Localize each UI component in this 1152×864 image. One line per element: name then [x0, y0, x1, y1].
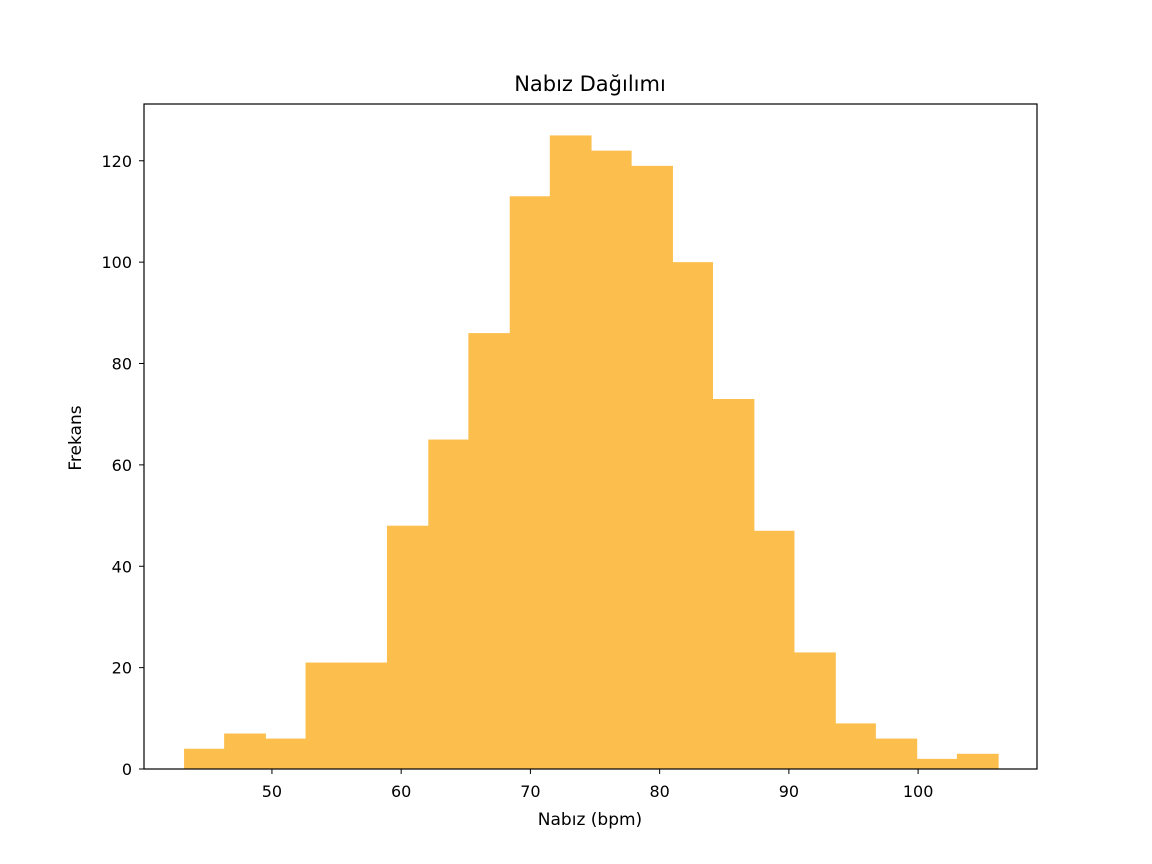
- x-axis-label: Nabız (bpm): [538, 810, 642, 830]
- x-tick-label: 50: [262, 782, 282, 801]
- x-tick-label: 60: [391, 782, 411, 801]
- y-tick-label: 20: [112, 659, 132, 678]
- histogram-bar: [712, 398, 755, 769]
- histogram-bar: [956, 753, 999, 769]
- histogram-bar: [265, 738, 306, 769]
- y-tick-label: 80: [112, 355, 132, 374]
- plot-frame: [143, 103, 1038, 770]
- y-tick-label: 0: [122, 760, 132, 779]
- y-tick-label: 40: [112, 557, 132, 576]
- histogram-bar: [386, 525, 429, 769]
- y-tick-label: 60: [112, 456, 132, 475]
- histogram-bar: [509, 196, 551, 769]
- y-tick-label: 100: [101, 253, 132, 272]
- histogram-bar: [753, 530, 795, 769]
- y-tick-label: 120: [101, 152, 132, 171]
- histogram-bar: [591, 150, 632, 769]
- histogram-bar: [794, 652, 836, 769]
- histogram-bar: [468, 333, 511, 769]
- histogram-bar: [631, 165, 673, 769]
- histogram-bar: [835, 723, 876, 769]
- histogram-bar: [672, 262, 714, 769]
- x-axis-ticks: 50 60 70 80 90 100: [262, 769, 934, 801]
- histogram-bar: [224, 733, 266, 769]
- histogram-bars: [184, 135, 999, 770]
- x-tick-label: 80: [649, 782, 669, 801]
- y-axis-ticks: 0 20 40 60 80 100 120: [101, 152, 144, 779]
- x-tick-label: 100: [903, 782, 934, 801]
- y-axis-label: Frekans: [66, 405, 86, 470]
- histogram-bar: [916, 758, 958, 769]
- chart-title: Nabız Dağılımı: [514, 72, 666, 96]
- histogram-bar: [875, 738, 918, 769]
- x-tick-label: 90: [779, 782, 799, 801]
- histogram-bar: [184, 748, 225, 769]
- histogram-bar: [549, 135, 592, 770]
- histogram-bar: [428, 439, 469, 769]
- histogram-bar: [346, 662, 388, 769]
- x-tick-label: 70: [520, 782, 540, 801]
- histogram-bar: [305, 662, 348, 769]
